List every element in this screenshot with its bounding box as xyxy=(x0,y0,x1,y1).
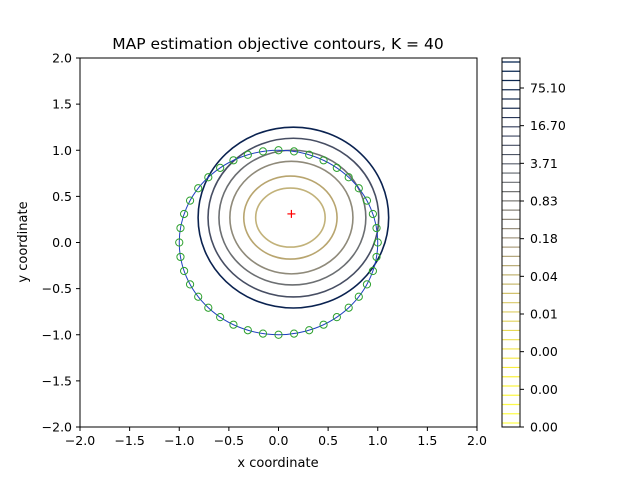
x-tick-label: 1.0 xyxy=(368,433,388,448)
observation-point xyxy=(176,252,185,262)
y-tick-label: 0.5 xyxy=(52,189,72,204)
observation-point xyxy=(305,326,314,335)
observation-point xyxy=(362,280,372,289)
colorbar-tick-label: 75.10 xyxy=(530,81,566,96)
observation-point xyxy=(229,320,238,329)
x-tick-label: −1.0 xyxy=(164,433,194,448)
observation-point xyxy=(354,184,363,193)
observation-point xyxy=(368,266,377,276)
y-tick-label: −1.5 xyxy=(42,373,72,388)
observation-point xyxy=(185,280,195,289)
observation-point xyxy=(243,326,252,335)
observation-point xyxy=(344,173,353,182)
contour-line-3 xyxy=(229,160,354,275)
x-tick-label: −0.5 xyxy=(214,433,244,448)
observation-point xyxy=(175,238,184,247)
observation-point xyxy=(372,252,381,262)
x-tick-label: −1.5 xyxy=(114,433,144,448)
observation-point xyxy=(204,173,213,182)
observation-point xyxy=(368,209,377,219)
y-tick-label: 1.5 xyxy=(52,97,72,112)
x-tick-label: −2.0 xyxy=(65,433,95,448)
colorbar-tick-label: 0.18 xyxy=(530,231,558,246)
observation-point xyxy=(258,329,268,338)
observation-point xyxy=(194,292,203,301)
colorbar-tick-label: 0.00 xyxy=(530,420,558,435)
colorbar-tick-label: 0.01 xyxy=(530,307,558,322)
contour-line-5 xyxy=(207,137,380,298)
observation-point xyxy=(373,238,382,247)
observation-point xyxy=(319,156,328,165)
observation-point xyxy=(274,146,283,155)
colorbar-frame xyxy=(501,57,521,428)
observation-point xyxy=(332,313,341,322)
observation-point xyxy=(319,320,328,329)
contour-line-4 xyxy=(218,149,367,286)
observation-point xyxy=(354,292,363,301)
observation-point xyxy=(289,147,299,156)
observation-point xyxy=(185,196,195,205)
colorbar-tick-label: 0.04 xyxy=(530,269,558,284)
y-tick-label: 1.0 xyxy=(52,143,72,158)
observation-point xyxy=(176,223,185,233)
observation-point xyxy=(344,303,353,312)
observation-point xyxy=(229,156,238,165)
y-tick-label: 2.0 xyxy=(52,51,72,66)
y-tick-label: −0.5 xyxy=(42,281,72,296)
observation-point xyxy=(243,150,252,159)
colorbar-tick-label: 0.00 xyxy=(530,344,558,359)
x-tick-label: 0.0 xyxy=(269,433,289,448)
observation-point xyxy=(274,330,283,339)
true-circle xyxy=(178,149,379,336)
x-tick-label: 0.5 xyxy=(318,433,338,448)
observation-point xyxy=(289,329,299,338)
y-axis-label: y coordinate xyxy=(16,201,31,282)
y-tick-label: −2.0 xyxy=(42,420,72,435)
contour-line-2 xyxy=(242,175,338,260)
observation-point xyxy=(216,313,225,322)
chart-title: MAP estimation objective contours, K = 4… xyxy=(112,35,443,53)
x-tick-label: 2.0 xyxy=(467,433,487,448)
observation-point xyxy=(258,147,268,156)
contour-line-1 xyxy=(254,187,326,248)
x-axis-label: x coordinate xyxy=(237,456,318,471)
observation-point xyxy=(362,196,372,205)
plot-area: −2.0 −1.5 −1.0 −0.5 0.0 0.5 1.0 1.5 2.0 −2.0 −1.5 −… xyxy=(42,51,487,449)
plot-frame xyxy=(79,57,478,428)
plot-content xyxy=(175,126,390,339)
colorbar-tick-label: 3.71 xyxy=(530,156,558,171)
y-tick-label: 0.0 xyxy=(52,235,72,250)
observation-point xyxy=(305,150,314,159)
observation-point xyxy=(180,266,189,276)
observation-point xyxy=(204,303,213,312)
observation-point xyxy=(332,163,341,172)
x-tick-label: 1.5 xyxy=(417,433,437,448)
contour-line-6 xyxy=(197,126,390,309)
colorbar-tick-label: 0.83 xyxy=(530,194,558,209)
estimate-marker xyxy=(287,209,296,218)
colorbar-tick-label: 0.00 xyxy=(530,382,558,397)
observation-point xyxy=(216,163,225,172)
observation-point xyxy=(180,209,189,219)
colorbar: 75.10 16.70 3.71 0.83 0.18 0.04 0.01 0.00 0.00 0.… xyxy=(501,57,566,435)
observation-point xyxy=(194,184,203,193)
observation-point xyxy=(372,223,381,233)
y-tick-label: −1.0 xyxy=(42,327,72,342)
colorbar-tick-label: 16.70 xyxy=(530,118,566,133)
